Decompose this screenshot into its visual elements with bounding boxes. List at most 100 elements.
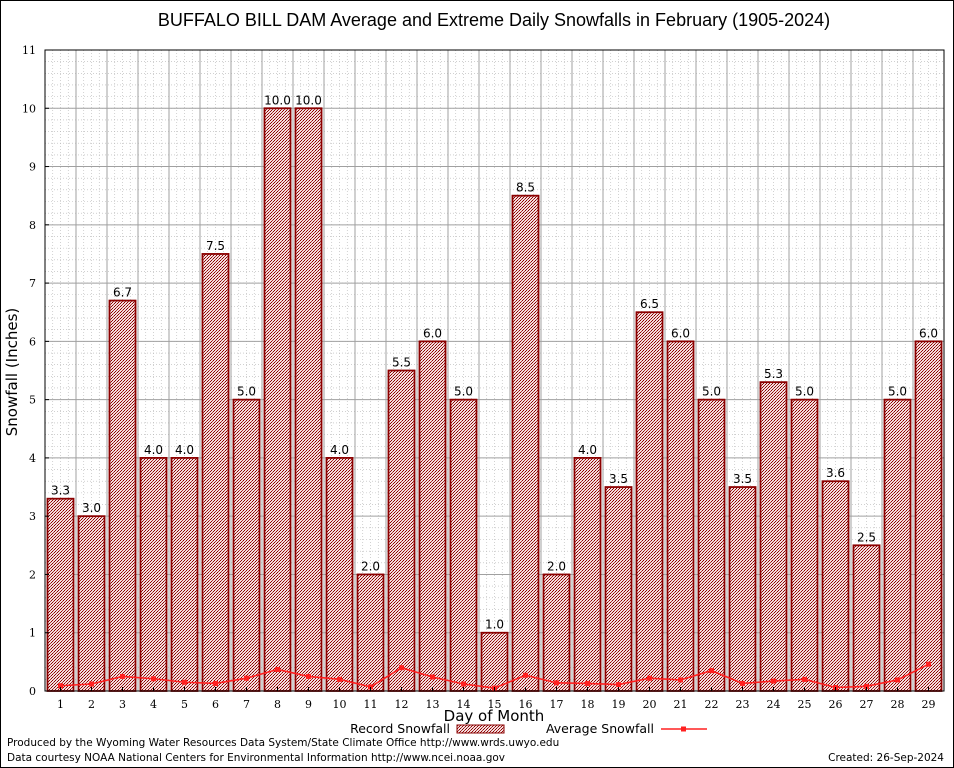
x-tick-label: 22 xyxy=(705,698,719,711)
bar-data-label: 7.5 xyxy=(206,239,225,253)
y-axis: 0 1 2 3 4 5 6 7 8 9 10 11 xyxy=(22,44,49,698)
average-point-day-23 xyxy=(740,680,745,686)
x-tick-label: 3 xyxy=(119,698,126,711)
average-point-day-20 xyxy=(647,675,652,681)
bar-data-label: 5.0 xyxy=(702,385,721,399)
x-tick-label: 6 xyxy=(212,698,219,711)
y-tick-label: 9 xyxy=(29,161,36,174)
average-point-day-27 xyxy=(864,683,869,689)
bar-data-label: 5.0 xyxy=(795,385,814,399)
x-tick-label: 8 xyxy=(274,698,281,711)
x-tick-label: 7 xyxy=(243,698,250,711)
y-tick-label: 11 xyxy=(22,44,36,57)
bar-day-6 xyxy=(201,253,230,692)
y-tick-label: 0 xyxy=(29,685,36,698)
x-axis-label: Day of Month xyxy=(444,707,545,725)
x-tick-label: 18 xyxy=(581,698,595,711)
x-tick-label: 17 xyxy=(550,698,564,711)
bar-data-label: 6.7 xyxy=(113,286,132,300)
average-point-day-8 xyxy=(275,666,280,672)
average-point-day-3 xyxy=(120,673,125,679)
x-tick-label: 14 xyxy=(457,698,471,711)
bar-data-label: 3.6 xyxy=(826,466,845,480)
x-tick-label: 21 xyxy=(674,698,688,711)
x-tick-label: 4 xyxy=(150,698,157,711)
bar-day-24 xyxy=(759,381,788,692)
average-point-day-6 xyxy=(213,680,218,686)
y-tick-label: 5 xyxy=(29,394,36,407)
average-point-day-28 xyxy=(895,677,900,683)
average-point-day-4 xyxy=(151,676,156,682)
data-courtesy-credit: Data courtesy NOAA National Centers for … xyxy=(7,752,506,764)
average-point-day-24 xyxy=(771,678,776,684)
bar-day-29 xyxy=(914,340,943,692)
bar-day-26 xyxy=(821,480,850,692)
x-tick-label: 16 xyxy=(519,698,533,711)
x-axis: 1 2 3 4 5 6 7 8 9 10 11 12 13 14 15 16 17 18 19 20 21 22 23 24 2… xyxy=(57,687,936,711)
legend: Record Snowfall Average Snowfall xyxy=(350,721,707,736)
bar-data-label: 2.0 xyxy=(547,559,566,573)
x-tick-label: 15 xyxy=(488,698,502,711)
y-tick-label: 6 xyxy=(29,335,36,348)
x-tick-label: 26 xyxy=(829,698,843,711)
bar-data-label: 10.0 xyxy=(264,93,291,107)
x-tick-label: 24 xyxy=(767,698,781,711)
average-point-day-21 xyxy=(678,677,683,683)
average-point-day-22 xyxy=(709,668,714,674)
x-tick-label: 2 xyxy=(88,698,95,711)
legend-average-label: Average Snowfall xyxy=(546,721,654,736)
x-tick-label: 28 xyxy=(891,698,905,711)
x-tick-label: 13 xyxy=(426,698,440,711)
bar-day-13 xyxy=(418,340,447,692)
average-point-day-25 xyxy=(802,676,807,682)
bar-data-label: 5.5 xyxy=(392,356,411,370)
average-point-day-29 xyxy=(926,661,931,667)
x-tick-label: 29 xyxy=(922,698,936,711)
bar-data-label: 8.5 xyxy=(516,181,535,195)
bar-day-17 xyxy=(542,573,571,692)
legend-record-label: Record Snowfall xyxy=(350,721,450,736)
bar-data-label: 6.0 xyxy=(671,326,690,340)
average-point-day-2 xyxy=(89,681,94,687)
average-point-day-10 xyxy=(337,676,342,682)
bar-day-7 xyxy=(232,398,261,692)
bar-data-label: 4.0 xyxy=(330,443,349,457)
bar-day-4 xyxy=(139,457,168,692)
x-tick-label: 25 xyxy=(798,698,812,711)
average-point-day-19 xyxy=(616,682,621,688)
average-point-day-14 xyxy=(461,681,466,687)
bar-data-label: 3.3 xyxy=(51,484,70,498)
bar-data-label: 5.0 xyxy=(454,385,473,399)
bar-day-1 xyxy=(46,497,75,692)
bar-data-label: 5.3 xyxy=(764,367,783,381)
bar-data-label: 4.0 xyxy=(578,443,597,457)
bar-day-18 xyxy=(573,457,602,692)
bar-data-label: 6.5 xyxy=(640,297,659,311)
y-tick-label: 4 xyxy=(29,452,36,465)
bar-data-label: 10.0 xyxy=(295,93,322,107)
average-point-day-18 xyxy=(585,680,590,686)
bar-day-23 xyxy=(728,486,757,692)
bar-data-label: 1.0 xyxy=(485,618,504,632)
bar-day-16 xyxy=(511,194,540,692)
y-tick-label: 10 xyxy=(22,102,36,115)
bar-data-label: 4.0 xyxy=(144,443,163,457)
average-point-day-13 xyxy=(430,674,435,680)
bar-data-label: 3.5 xyxy=(733,472,752,486)
bar-data-label: 2.5 xyxy=(857,530,876,544)
average-point-day-16 xyxy=(523,672,528,678)
bar-label-group: 3.3 3.0 6.7 4.0 4.0 7.5 5.0 10.0 10.0 4.0 2.0 5.5 6.… xyxy=(51,93,938,631)
average-point-day-17 xyxy=(554,680,559,686)
average-point-day-12 xyxy=(399,665,404,671)
y-tick-label: 1 xyxy=(29,627,36,640)
x-tick-label: 27 xyxy=(860,698,874,711)
bar-data-label: 3.5 xyxy=(609,472,628,486)
bar-day-14 xyxy=(449,398,478,692)
bar-day-21 xyxy=(666,340,695,692)
average-point-day-1 xyxy=(58,683,63,689)
created-date: Created: 26-Sep-2024 xyxy=(828,752,944,764)
x-tick-label: 12 xyxy=(395,698,409,711)
bar-day-8 xyxy=(263,107,292,692)
y-tick-label: 8 xyxy=(29,219,36,232)
bar-day-19 xyxy=(604,486,633,692)
